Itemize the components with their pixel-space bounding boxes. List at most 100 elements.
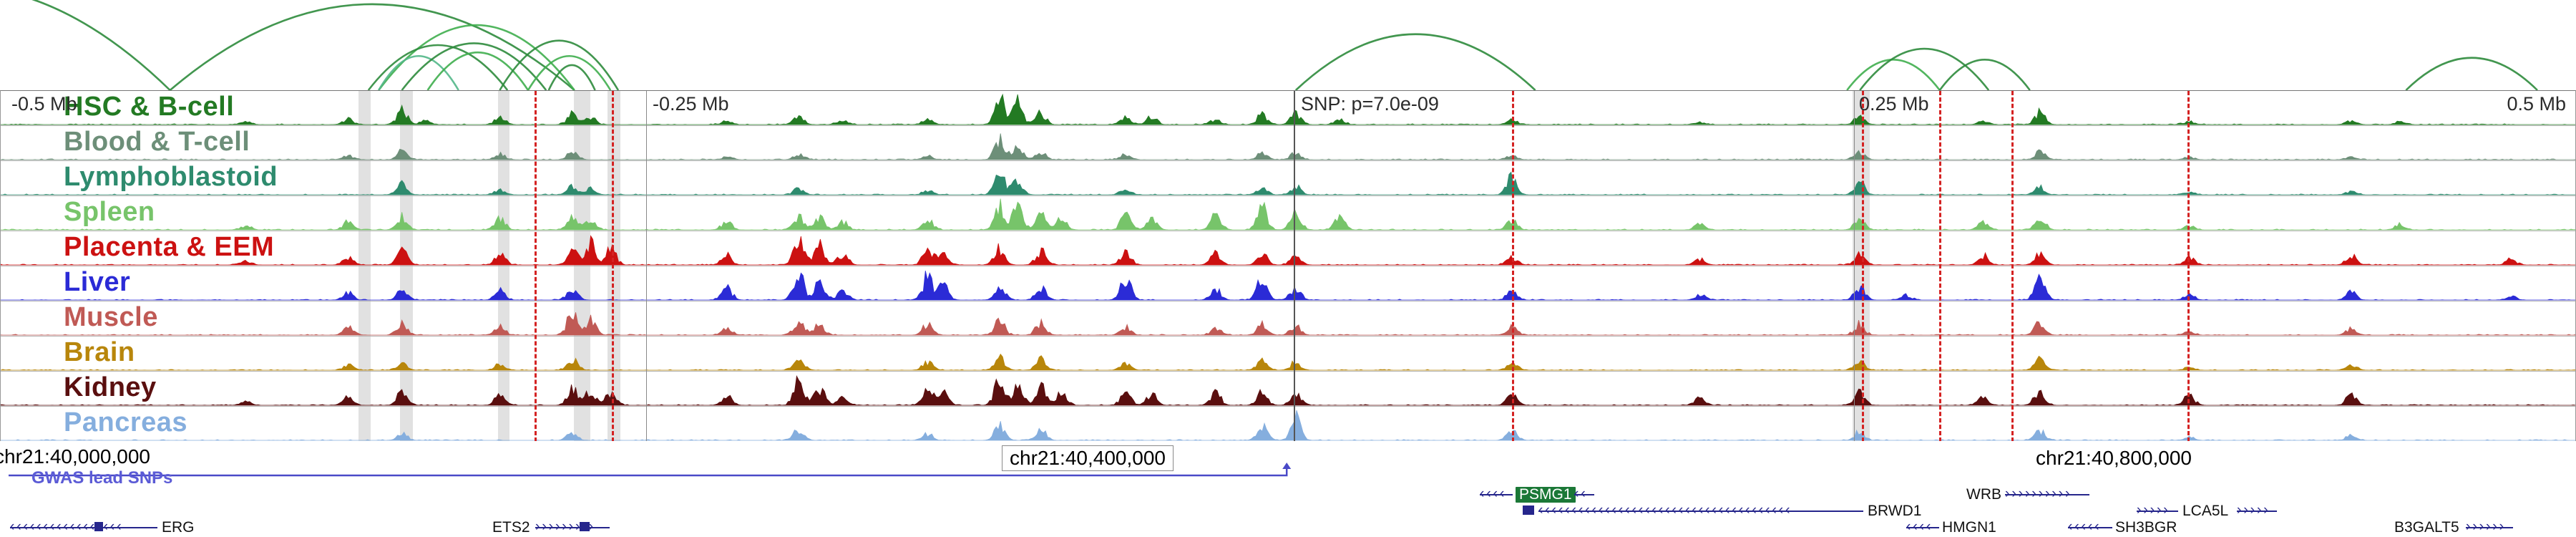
track-label-blood-t-cell: Blood & T-cell: [64, 127, 250, 157]
signal-pancreas: [1, 410, 2575, 441]
gene-label-wrb: WRB: [1966, 486, 2001, 503]
gene-strand-right-chevrons: ››››››››››: [2005, 487, 2089, 501]
coordinate-label-right: chr21:40,800,000: [2036, 447, 2192, 469]
track-row-blood-t-cell[interactable]: Blood & T-cell: [1, 126, 2575, 161]
interaction-arc: [367, 44, 509, 91]
track-label-muscle: Muscle: [64, 302, 158, 332]
rel-tick-minus-0-5mb: -0.5 Mb: [11, 93, 77, 115]
track-row-pancreas[interactable]: Pancreas: [1, 407, 2575, 441]
gene-exon-block: [580, 522, 590, 531]
interaction-arc: [401, 42, 547, 91]
signal-area: [1, 410, 2575, 441]
coordinate-label-center: chr21:40,400,000: [1002, 445, 1174, 471]
gene-strand-right-chevrons: ›››››: [2237, 503, 2277, 518]
interaction-arc: [426, 52, 530, 91]
gene-strand-left-chevrons: ‹‹‹‹‹‹‹‹‹‹‹‹‹‹‹‹‹‹‹‹‹‹‹‹‹‹‹‹‹‹‹‹‹‹‹‹‹‹: [1538, 503, 1863, 518]
candidate-element-line: [2011, 91, 2014, 441]
interaction-arc: [1859, 47, 1990, 91]
signal-area: [1, 198, 2575, 231]
signal-tracks-plot[interactable]: HSC & B-cell Blood & T-cell Lymphoblastoid…: [0, 90, 2576, 441]
gwas-lead-snps-track: [9, 463, 1292, 477]
rel-tick-plus-0-25mb: 0.25 Mb: [1859, 93, 1929, 115]
gene-strand-left-chevrons: ‹‹‹‹‹‹‹‹‹‹‹‹‹‹‹‹‹: [10, 520, 157, 534]
gene-label-brwd1: BRWD1: [1868, 503, 1922, 519]
gene-label-ets2: ETS2: [492, 519, 530, 536]
signal-area: [1, 312, 2575, 336]
gene-label-hmgn1: HMGN1: [1942, 519, 1996, 536]
candidate-element-line: [535, 91, 537, 441]
gene-label-psmg1: PSMG1: [1516, 487, 1576, 503]
track-row-lymphoblastoid[interactable]: Lymphoblastoid: [1, 161, 2575, 196]
gene-strand-right-chevrons: ›››››: [2137, 503, 2178, 518]
signal-brain: [1, 353, 2575, 371]
gwas-snps-line: [9, 467, 1288, 477]
gene-label-b3galt5: B3GALT5: [2394, 519, 2459, 536]
signal-area: [1, 235, 2575, 266]
candidate-element-line: [1939, 91, 1942, 441]
gene-label-lca5l: LCA5L: [2182, 503, 2229, 519]
gene-strand-right-chevrons: ››››››: [2466, 520, 2513, 534]
interaction-arc: [169, 3, 575, 91]
track-label-liver: Liver: [64, 267, 131, 297]
track-row-spleen[interactable]: Spleen: [1, 196, 2575, 231]
track-label-lymphoblastoid: Lymphoblastoid: [64, 162, 278, 192]
coordinate-label-left: chr21:40,000,000: [0, 445, 150, 468]
track-row-liver[interactable]: Liver: [1, 266, 2575, 301]
interaction-arc: [1294, 33, 1536, 91]
tick-line: [1853, 91, 1855, 441]
gene-annotation-track: ‹‹‹‹ PSMG1 ‹‹ WRB ›››››››››› ‹‹‹‹‹‹‹‹‹‹‹‹‹‹‹‹…: [0, 487, 2576, 537]
track-label-placenta-eem: Placenta & EEM: [64, 232, 275, 262]
track-row-placenta-eem[interactable]: Placenta & EEM: [1, 231, 2575, 266]
track-row-brain[interactable]: Brain: [1, 337, 2575, 372]
gene-exon-block: [94, 522, 103, 531]
track-label-brain: Brain: [64, 337, 135, 367]
gene-label-erg: ERG: [162, 519, 195, 536]
interaction-arc: [31, 0, 171, 91]
candidate-element-line: [1512, 91, 1515, 441]
gene-strand-left-chevrons: ‹‹: [1574, 487, 1594, 501]
track-row-muscle[interactable]: Muscle: [1, 301, 2575, 337]
snp-position-line: [1294, 91, 1296, 441]
track-label-hsc-b-cell: HSC & B-cell: [64, 92, 235, 122]
candidate-element-line: [2187, 91, 2190, 441]
gene-strand-left-chevrons: ‹‹‹‹: [1480, 487, 1513, 501]
interaction-arc: [527, 54, 612, 91]
track-label-spleen: Spleen: [64, 197, 155, 227]
interaction-arc: [1938, 59, 2031, 91]
signal-liver: [1, 271, 2575, 301]
gwas-lead-snps-label: GWAS lead SNPs: [31, 468, 173, 488]
signal-kidney: [1, 374, 2575, 406]
signal-area: [1, 271, 2575, 301]
track-row-kidney[interactable]: Kidney: [1, 372, 2575, 407]
signal-area: [1, 93, 2575, 125]
signal-area: [1, 171, 2575, 195]
signal-hsc-b-cell: [1, 93, 2575, 125]
interaction-arc: [499, 39, 620, 91]
gene-label-sh3bgr: SH3BGR: [2115, 519, 2177, 536]
interaction-arc: [1846, 59, 1941, 91]
track-label-pancreas: Pancreas: [64, 407, 188, 437]
vertical-lines-layer: [1, 91, 2575, 441]
tracks-layer: HSC & B-cell Blood & T-cell Lymphoblastoid…: [1, 91, 2575, 441]
candidate-element-line: [1862, 91, 1864, 441]
signal-placenta-eem: [1, 235, 2575, 266]
snp-pvalue-annotation: SNP: p=7.0e-09: [1301, 93, 1439, 115]
tick-line: [646, 91, 648, 441]
gene-strand-left-chevrons: ‹‹‹‹: [1906, 520, 1939, 534]
gwas-arrow-up-icon: [1282, 463, 1292, 469]
signal-lymphoblastoid: [1, 171, 2575, 195]
track-row-hsc-b-cell[interactable]: HSC & B-cell: [1, 91, 2575, 126]
interaction-arc: [378, 54, 459, 91]
signal-spleen: [1, 198, 2575, 231]
gene-strand-right-chevrons: ›››››››››: [535, 520, 610, 534]
signal-area: [1, 133, 2575, 160]
interaction-arc: [547, 64, 596, 91]
signal-blood-t-cell: [1, 133, 2575, 160]
track-label-kidney: Kidney: [64, 372, 157, 402]
signal-area: [1, 374, 2575, 406]
signal-muscle: [1, 312, 2575, 336]
gene-exon-block: [1523, 505, 1534, 515]
candidate-element-line: [611, 91, 614, 441]
rel-tick-minus-0-25mb: -0.25 Mb: [653, 93, 729, 115]
